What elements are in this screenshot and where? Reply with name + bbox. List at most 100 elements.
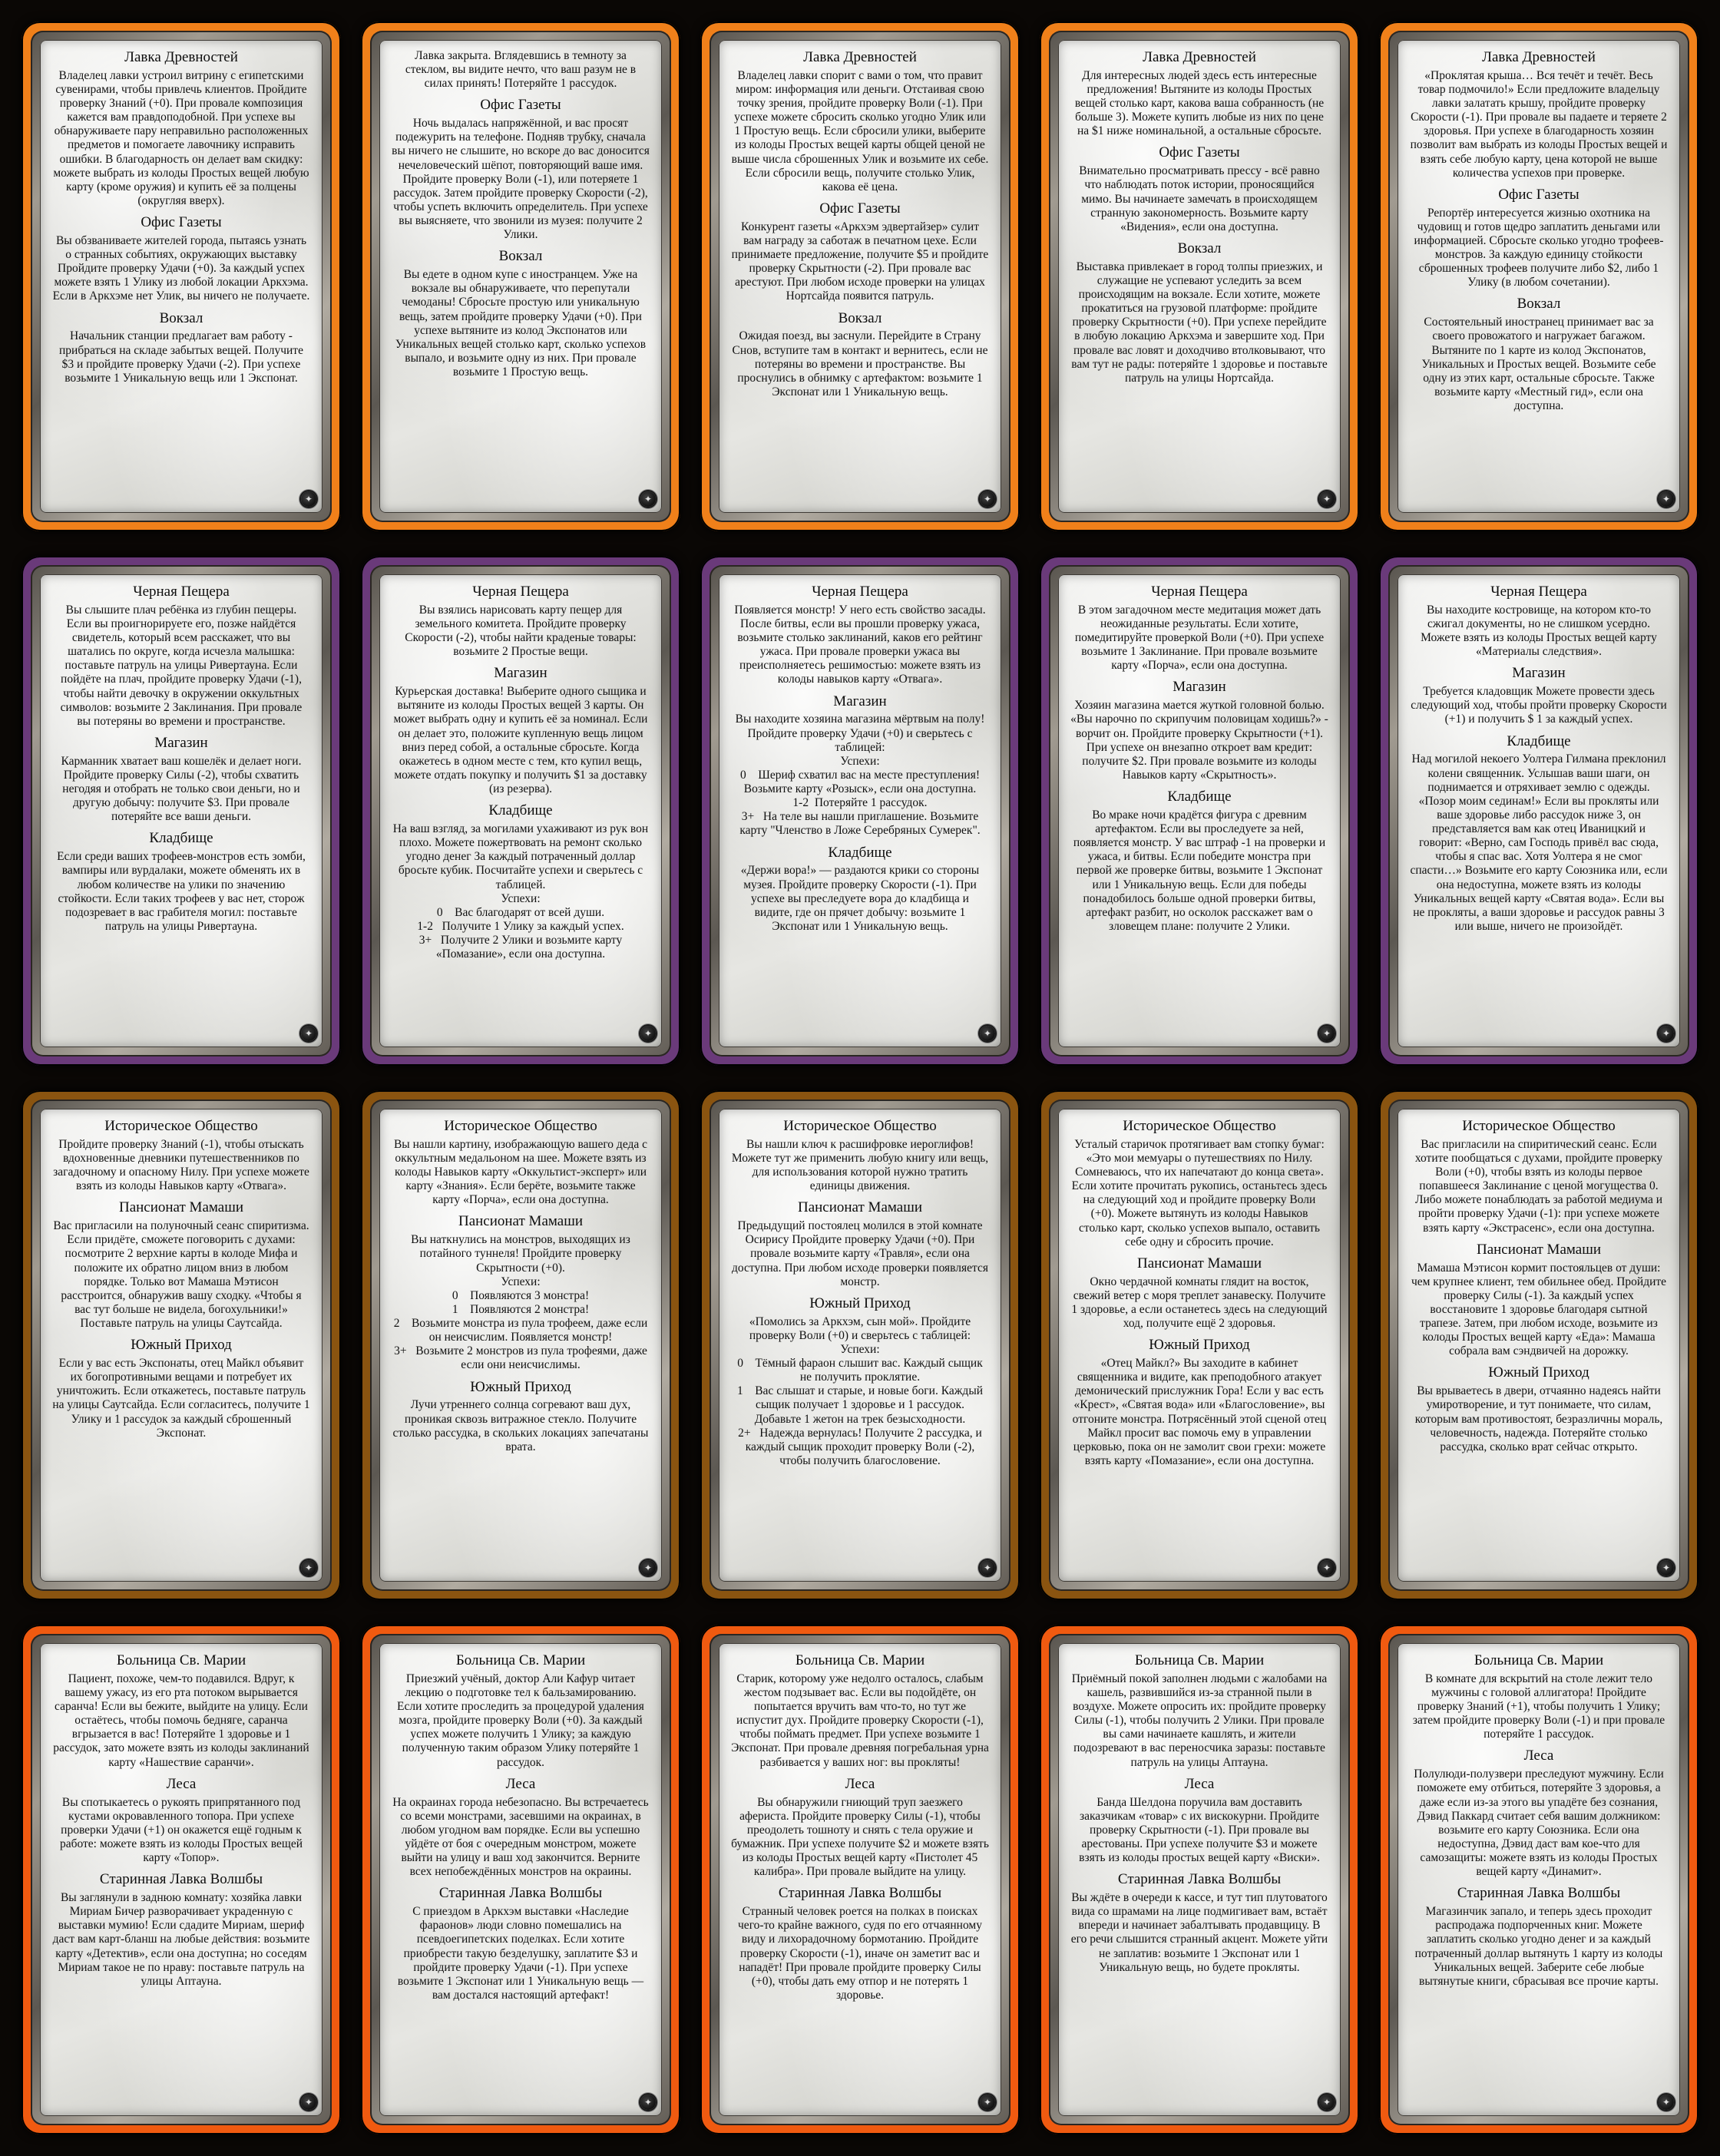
location-title: Больница Св. Марии [455,1652,586,1668]
location-section: Кладбище На ваш взгляд, за могилами ухажи… [392,802,650,961]
location-title: Черная Пещера [133,584,230,600]
event-text: Внимательно просматривать прессу - всё р… [1079,164,1323,233]
elder-sign-icon: ✦ [980,2095,995,2110]
event-card[interactable]: Лавка Древностей Владелец лавки спорит с … [700,21,1020,531]
elder-sign-icon: ✦ [301,2095,316,2110]
event-card[interactable]: Черная Пещера Вы слышите плач ребёнка из … [22,556,341,1066]
event-text: Вы находите костровище, на котором кто-т… [1421,603,1660,659]
event-text: Приёмный покой заполнен людьми с жалобам… [1071,1672,1331,1769]
event-card[interactable]: Черная Пещера Вы находите костровище, на … [1379,556,1698,1066]
event-card[interactable]: Историческое Общество Вы нашли ключ к рас… [700,1090,1020,1600]
card-text-area: Больница Св. Марии Старик, которому уже н… [719,1643,1001,2116]
event-text: В этом загадочном месте медитация может … [1074,603,1327,673]
card-text-area: Историческое Общество Вы нашли ключ к рас… [719,1109,1001,1582]
location-section: Вокзал Выставка привлекает в город толпы … [1070,240,1328,385]
card-text-area: Больница Св. Марии Пациент, похоже, чем-т… [40,1643,322,2116]
elder-sign-icon: ✦ [1319,2095,1335,2110]
card-text-area: Историческое Общество Усталый старичок пр… [1058,1109,1341,1582]
card-frame: Историческое Общество Вас пригласили на с… [1388,1099,1689,1591]
card-frame: Лавка Древностей Владелец лавки спорит с … [710,31,1011,522]
elder-sign-icon: ✦ [1659,2095,1674,2110]
location-section: Леса Банда Шелдона поручила вам доставить… [1070,1776,1328,1865]
event-text: Вас пригласили на полуночный сеанс спири… [53,1219,313,1331]
location-section: Вокзал Ожидая поезд, вы заснули. Перейдит… [731,310,989,399]
location-title: Пансионат Мамаши [1476,1241,1602,1258]
location-title: Черная Пещера [472,584,569,600]
elder-sign-icon: ✦ [640,1560,656,1576]
location-section: Магазин Вы находите хозяина магазина мёрт… [731,693,989,838]
event-card[interactable]: Больница Св. Марии Приёмный покой заполне… [1040,1625,1359,2135]
event-card[interactable]: Черная Пещера Появляется монстр! У него е… [700,556,1020,1066]
card-text-area: Черная Пещера Вы находите костровище, на … [1398,574,1680,1047]
card-text-area: Черная Пещера Вы взялись нарисовать карту… [379,574,662,1047]
event-text: Вы нашли ключ к расшифровке иероглифов! … [731,1137,992,1193]
event-card[interactable]: Историческое Общество Усталый старичок пр… [1040,1090,1359,1600]
location-section: Лавка Древностей Владелец лавки устроил в… [52,49,310,208]
event-text: Вы едете в одном купе с иностранцем. Уже… [395,268,649,379]
location-title: Черная Пещера [1151,584,1248,600]
location-title: Кладбище [149,830,213,847]
location-section: Магазин Карманник хватает ваш кошелёк и д… [52,735,310,824]
card-text-area: Лавка Древностей Для интересных людей зде… [1058,40,1341,513]
location-section: Офис Газеты Внимательно просматривать пре… [1070,144,1328,233]
card-frame: Лавка Древностей Для интересных людей зде… [1049,31,1350,522]
location-section: Вокзал Вы едете в одном купе с иностранце… [392,248,650,379]
location-title: Пансионат Мамаши [458,1213,584,1230]
event-card[interactable]: Черная Пещера В этом загадочном месте мед… [1040,556,1359,1066]
card-text-area: Больница Св. Марии Приёмный покой заполне… [1058,1643,1341,2116]
event-text: Во мраке ночи крадётся фигура с древним … [1073,808,1329,933]
event-card[interactable]: Историческое Общество Вы нашли картину, и… [361,1090,680,1600]
location-section: Черная Пещера Вы взялись нарисовать карту… [392,584,650,659]
elder-sign-icon: ✦ [640,1026,656,1041]
location-title: Кладбище [1167,789,1232,805]
location-title: Лавка Древностей [1143,49,1256,65]
event-card[interactable]: Лавка Древностей Для интересных людей зде… [1040,21,1359,531]
card-frame: Больница Св. Марии Приезжий учёный, докто… [370,1634,671,2125]
location-section: Южный Приход Лучи утреннего солнца согрев… [392,1379,650,1454]
location-title: Леса [505,1775,536,1792]
location-title: Пансионат Мамаши [1136,1255,1262,1271]
event-text: Полулюди-полузвери преследуют мужчину. Е… [1414,1767,1667,1879]
card-frame: Больница Св. Марии Пациент, похоже, чем-т… [31,1634,332,2125]
event-text: Над могилой некоего Уолтера Гилмана прек… [1410,752,1671,933]
location-section: Больница Св. Марии Старик, которому уже н… [731,1652,989,1770]
event-text: Требуется кладовщик Можете провести здес… [1411,685,1670,726]
event-card[interactable]: Историческое Общество Вас пригласили на с… [1379,1090,1698,1600]
location-title: Леса [1523,1748,1554,1764]
event-card[interactable]: Больница Св. Марии Пациент, похоже, чем-т… [22,1625,341,2135]
card-frame: Историческое Общество Пройдите проверку З… [31,1099,332,1591]
location-section: Вокзал Начальник станции предлагает вам р… [52,310,310,385]
event-text: Вы нашли картину, изображающую вашего де… [393,1137,650,1207]
event-card[interactable]: Больница Св. Марии В комнате для вскрытий… [1379,1625,1698,2135]
event-text: Вы обнаружили гниющий труп заезжего афер… [731,1795,992,1879]
elder-sign-icon: ✦ [1659,491,1674,507]
event-card[interactable]: Историческое Общество Пройдите проверку З… [22,1090,341,1600]
location-section: Черная Пещера Вы слышите плач ребёнка из … [52,584,310,729]
event-text: Вы взялись нарисовать карту пещер для зе… [405,603,640,659]
event-card[interactable]: Больница Св. Марии Приезжий учёный, докто… [361,1625,680,2135]
event-card[interactable]: Лавка Древностей «Проклятая крыша… Вся те… [1379,21,1698,531]
location-title: Историческое Общество [1123,1118,1276,1134]
event-text: Вы врываетесь в двери, отчаянно надеясь … [1414,1384,1666,1453]
card-frame: Черная Пещера Появляется монстр! У него е… [710,565,1011,1057]
location-title: Офис Газеты [480,97,561,114]
location-title: Южный Приход [131,1337,232,1354]
card-text-area: Историческое Общество Пройдите проверку З… [40,1109,322,1582]
event-text: Вы обзваниваете жителей города, пытаясь … [52,233,312,303]
location-title: Историческое Общество [783,1118,937,1134]
location-section: Старинная Лавка Волшбы Магазинчик запало,… [1410,1885,1668,1989]
location-section: Пансионат Мамаши Окно чердачной комнаты г… [1070,1255,1328,1331]
event-card[interactable]: Лавка Древностей Владелец лавки устроил в… [22,21,341,531]
event-card[interactable]: Черная Пещера Вы взялись нарисовать карту… [361,556,680,1066]
event-text: Начальник станции предлагает вам работу … [59,329,306,385]
event-card[interactable]: Лавка закрыта. Вглядевшись в темноту за … [361,21,680,531]
location-title: Вокзал [1517,296,1561,312]
event-card[interactable]: Больница Св. Марии Старик, которому уже н… [700,1625,1020,2135]
card-frame: Лавка Древностей «Проклятая крыша… Вся те… [1388,31,1689,522]
card-frame: Черная Пещера Вы находите костровище, на … [1388,565,1689,1057]
card-frame: Черная Пещера Вы взялись нарисовать карту… [370,565,671,1057]
event-text: Лучи утреннего солнца согревают ваш дух,… [392,1398,652,1453]
location-section: Кладбище Над могилой некоего Уолтера Гилм… [1410,733,1668,934]
location-title: Старинная Лавка Волшбы [1117,1871,1282,1888]
location-section: Кладбище Во мраке ночи крадётся фигура с … [1070,789,1328,934]
